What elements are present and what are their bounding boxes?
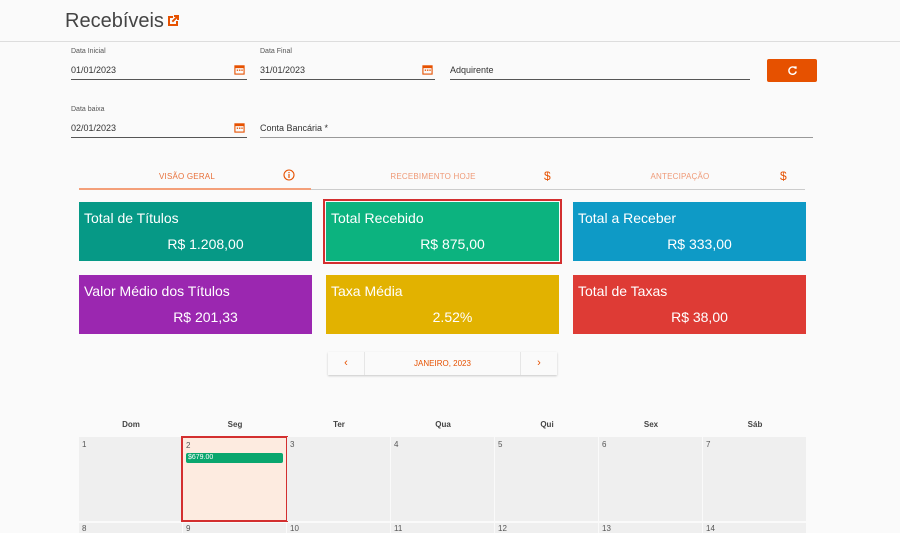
card-title: Taxa Média xyxy=(331,283,403,299)
day-number: 8 xyxy=(82,524,87,533)
data-inicial-field[interactable]: Data Inicial 01/01/2023 xyxy=(71,48,247,80)
calendar-day[interactable]: 6 xyxy=(599,437,702,521)
next-month-button[interactable]: › xyxy=(520,352,557,375)
day-number: 3 xyxy=(290,440,295,449)
prev-month-button[interactable]: ‹ xyxy=(328,352,365,375)
day-number: 12 xyxy=(498,524,507,533)
card-total-recebido: Total Recebido R$ 875,00 xyxy=(323,199,562,264)
day-number: 10 xyxy=(290,524,299,533)
calendar-day[interactable]: 9 xyxy=(183,523,286,533)
adquirente-select[interactable]: Adquirente xyxy=(450,48,750,80)
calendar-icon[interactable] xyxy=(234,64,245,75)
calendar-icon[interactable] xyxy=(422,64,433,75)
tab-recebimento-hoje[interactable]: RECEBIMENTO HOJE $ xyxy=(311,163,558,190)
refresh-button[interactable] xyxy=(767,59,817,82)
tab-recebimento-hoje-label: RECEBIMENTO HOJE xyxy=(390,172,476,181)
card-title: Valor Médio dos Títulos xyxy=(84,283,230,299)
calendar-day[interactable]: 12 xyxy=(495,523,598,533)
day-number: 6 xyxy=(602,440,607,449)
day-number: 9 xyxy=(186,524,191,533)
weekday-header: Sáb xyxy=(747,420,763,429)
calendar-day[interactable]: 1 xyxy=(79,437,182,521)
card-value: R$ 38,00 xyxy=(671,309,728,325)
month-navigator: ‹ JANEIRO, 2023 › xyxy=(328,352,557,375)
day-number: 11 xyxy=(394,524,403,533)
month-label: JANEIRO, 2023 xyxy=(414,359,471,368)
conta-bancaria-select[interactable]: Conta Bancária * xyxy=(260,106,813,138)
weekday-header: Qui xyxy=(540,420,554,429)
calendar-day[interactable]: 3 xyxy=(287,437,390,521)
card-total-receber: Total a Receber R$ 333,00 xyxy=(573,202,806,261)
tab-antecipacao[interactable]: ANTECIPAÇÃO $ xyxy=(558,163,805,190)
weekday-header: Dom xyxy=(122,420,140,429)
data-baixa-label: Data baixa xyxy=(71,106,105,113)
calendar-day-selected[interactable]: 2 $679.00 xyxy=(181,436,288,522)
weekday-header: Sex xyxy=(643,420,659,429)
day-number: 4 xyxy=(394,440,399,449)
data-final-field[interactable]: Data Final 31/01/2023 xyxy=(260,48,435,80)
data-final-value: 31/01/2023 xyxy=(260,65,306,75)
weekday-header: Qua xyxy=(435,420,451,429)
calendar-day[interactable]: 4 xyxy=(391,437,494,521)
card-title: Total de Taxas xyxy=(578,283,668,299)
day-number: 5 xyxy=(498,440,503,449)
day-number: 7 xyxy=(706,440,711,449)
data-baixa-value: 02/01/2023 xyxy=(71,123,117,133)
data-final-label: Data Final xyxy=(260,48,292,55)
card-total-titulos: Total de Títulos R$ 1.208,00 xyxy=(79,202,312,261)
calendar-day[interactable]: 5 xyxy=(495,437,598,521)
dollar-icon: $ xyxy=(780,169,787,183)
day-number: 1 xyxy=(82,440,87,449)
page-title: Recebíveis xyxy=(65,10,164,32)
card-title: Total de Títulos xyxy=(84,210,179,226)
calendar-day[interactable]: 13 xyxy=(599,523,702,533)
data-inicial-value: 01/01/2023 xyxy=(71,65,117,75)
calendar-event[interactable]: $679.00 xyxy=(186,453,283,463)
weekday-header: Seg xyxy=(227,420,243,429)
tab-visao-geral-label: VISÃO GERAL xyxy=(159,172,215,181)
refresh-icon xyxy=(787,66,797,75)
weekday-header: Ter xyxy=(333,420,345,429)
card-total-taxas: Total de Taxas R$ 38,00 xyxy=(573,275,806,334)
dollar-icon: $ xyxy=(544,169,551,183)
card-taxa-media: Taxa Média 2.52% xyxy=(326,275,559,334)
calendar-day[interactable]: 14 xyxy=(703,523,806,533)
conta-bancaria-placeholder: Conta Bancária * xyxy=(260,123,329,133)
card-title: Total a Receber xyxy=(578,210,677,226)
card-title: Total Recebido xyxy=(331,210,424,226)
tab-antecipacao-label: ANTECIPAÇÃO xyxy=(650,172,710,181)
chevron-left-icon: ‹ xyxy=(344,357,348,369)
calendar-day[interactable]: 7 xyxy=(703,437,806,521)
card-value: R$ 201,33 xyxy=(173,309,238,325)
card-value: R$ 333,00 xyxy=(667,236,732,252)
tab-visao-geral[interactable]: VISÃO GERAL xyxy=(79,163,311,190)
card-valor-medio: Valor Médio dos Títulos R$ 201,33 xyxy=(79,275,312,334)
page-header: Recebíveis xyxy=(0,0,900,42)
calendar-day[interactable]: 10 xyxy=(287,523,390,533)
data-inicial-label: Data Inicial xyxy=(71,48,106,55)
chevron-right-icon: › xyxy=(537,357,541,369)
day-number: 13 xyxy=(602,524,611,533)
info-icon xyxy=(283,169,295,181)
card-value: R$ 1.208,00 xyxy=(167,236,244,252)
card-value: 2.52% xyxy=(432,309,473,325)
calendar-icon[interactable] xyxy=(234,122,245,133)
day-number: 14 xyxy=(706,524,715,533)
day-number: 2 xyxy=(186,441,191,450)
calendar-day[interactable]: 8 xyxy=(79,523,182,533)
external-link-icon[interactable] xyxy=(165,13,181,29)
calendar-day[interactable]: 11 xyxy=(391,523,494,533)
card-value: R$ 875,00 xyxy=(420,236,485,252)
adquirente-placeholder: Adquirente xyxy=(450,65,494,75)
data-baixa-field[interactable]: Data baixa 02/01/2023 xyxy=(71,106,247,138)
